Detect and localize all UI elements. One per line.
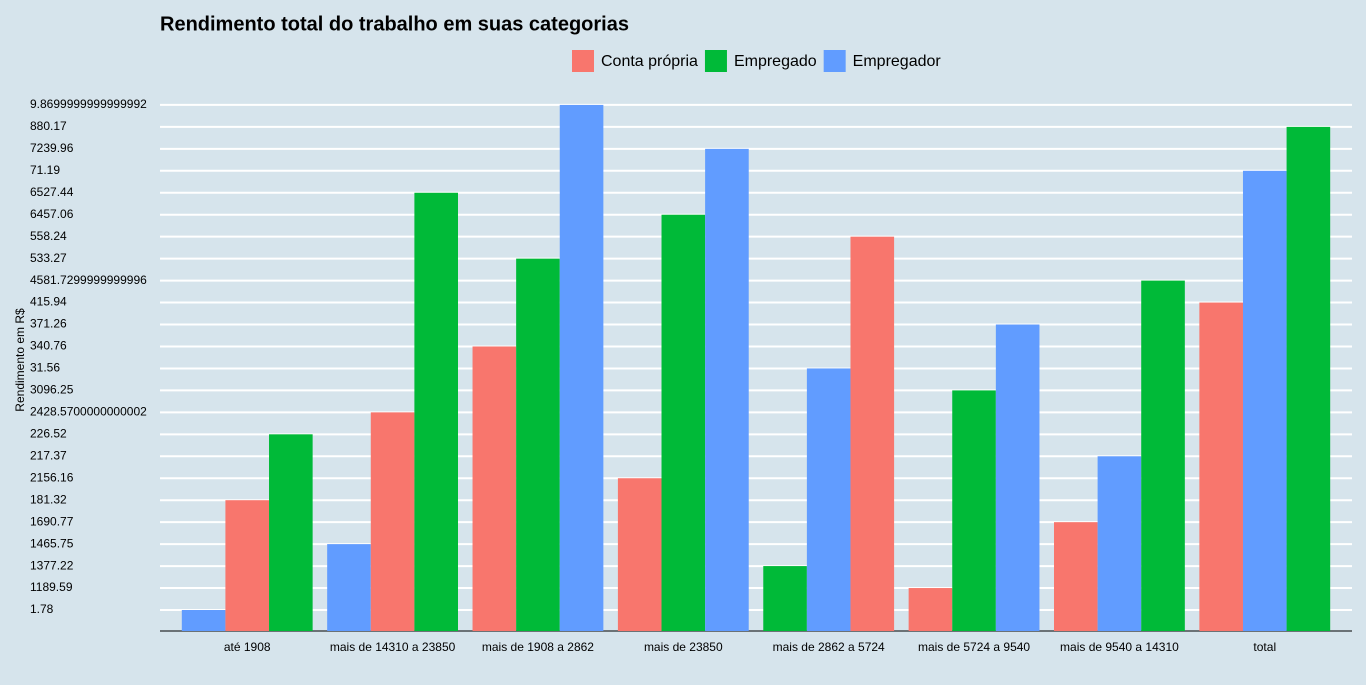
legend-swatch [704, 50, 727, 72]
y-tick-label: 340.76 [30, 339, 67, 353]
y-tick-label: 71.19 [30, 163, 60, 177]
y-tick-label: 7239.96 [30, 141, 74, 155]
x-tick-label: mais de 1908 a 2862 [482, 640, 594, 654]
y-tick-label: 2428.5700000000002 [30, 405, 147, 419]
bar [269, 434, 313, 631]
bar [995, 324, 1040, 631]
y-tick-label: 181.32 [30, 492, 67, 506]
y-tick-label: 2156.16 [30, 470, 74, 484]
legend-swatch [823, 50, 846, 72]
y-tick-label: 371.26 [30, 317, 67, 331]
y-tick-label: 31.56 [30, 361, 60, 375]
bar [850, 236, 895, 631]
bar [516, 258, 560, 631]
y-tick-label: 226.52 [30, 426, 67, 440]
x-tick-label: mais de 2862 a 5724 [773, 640, 885, 654]
y-tick-label: 1377.22 [30, 558, 74, 572]
legend-label: Empregador [853, 53, 942, 70]
bar [806, 368, 851, 631]
bar [763, 566, 807, 631]
y-tick-label: 6457.06 [30, 207, 74, 221]
x-tick-label: mais de 5724 a 9540 [918, 640, 1030, 654]
bar [225, 500, 270, 631]
legend-label: Conta própria [601, 53, 698, 70]
bar [1097, 456, 1142, 631]
y-tick-label: 1465.75 [30, 536, 74, 550]
x-tick-label: mais de 23850 [644, 640, 723, 654]
chart-title: Rendimento total do trabalho em suas cat… [160, 13, 629, 35]
y-tick-label: 415.94 [30, 295, 67, 309]
y-tick-label: 1189.59 [30, 580, 73, 594]
bar [705, 148, 749, 631]
bar [1242, 170, 1287, 632]
bar [559, 104, 604, 632]
bar [1054, 522, 1098, 631]
bar [472, 346, 517, 631]
bar [1141, 280, 1185, 631]
x-tick-label: até 1908 [224, 640, 271, 654]
bar [1199, 302, 1243, 631]
bar [327, 544, 371, 631]
y-tick-label: 4581.7299999999996 [30, 273, 147, 287]
bar [181, 610, 226, 631]
y-tick-label: 533.27 [30, 251, 67, 265]
x-tick-label: total [1253, 640, 1276, 654]
x-tick-label: mais de 14310 a 23850 [330, 640, 456, 654]
y-tick-label: 1690.77 [30, 514, 74, 528]
y-tick-label: 558.24 [30, 229, 67, 243]
y-tick-label: 3096.25 [30, 383, 74, 397]
y-tick-label: 9.8699999999999992 [30, 97, 147, 111]
bar [952, 390, 996, 631]
y-tick-label: 1.78 [30, 602, 54, 616]
x-tick-label: mais de 9540 a 14310 [1060, 640, 1179, 654]
bar [908, 588, 953, 631]
bar [617, 478, 662, 631]
y-tick-label: 6527.44 [30, 185, 74, 199]
bar [414, 192, 458, 631]
y-axis-label: Rendimento em R$ [13, 308, 27, 412]
y-tick-label: 880.17 [30, 119, 67, 133]
bar [370, 412, 415, 631]
legend-label: Empregado [734, 53, 817, 70]
bar [661, 214, 706, 631]
y-tick-label: 217.37 [30, 448, 67, 462]
legend-swatch [572, 50, 594, 72]
bar [1286, 126, 1331, 631]
